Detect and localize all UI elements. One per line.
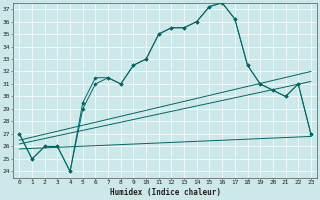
X-axis label: Humidex (Indice chaleur): Humidex (Indice chaleur): [110, 188, 220, 197]
